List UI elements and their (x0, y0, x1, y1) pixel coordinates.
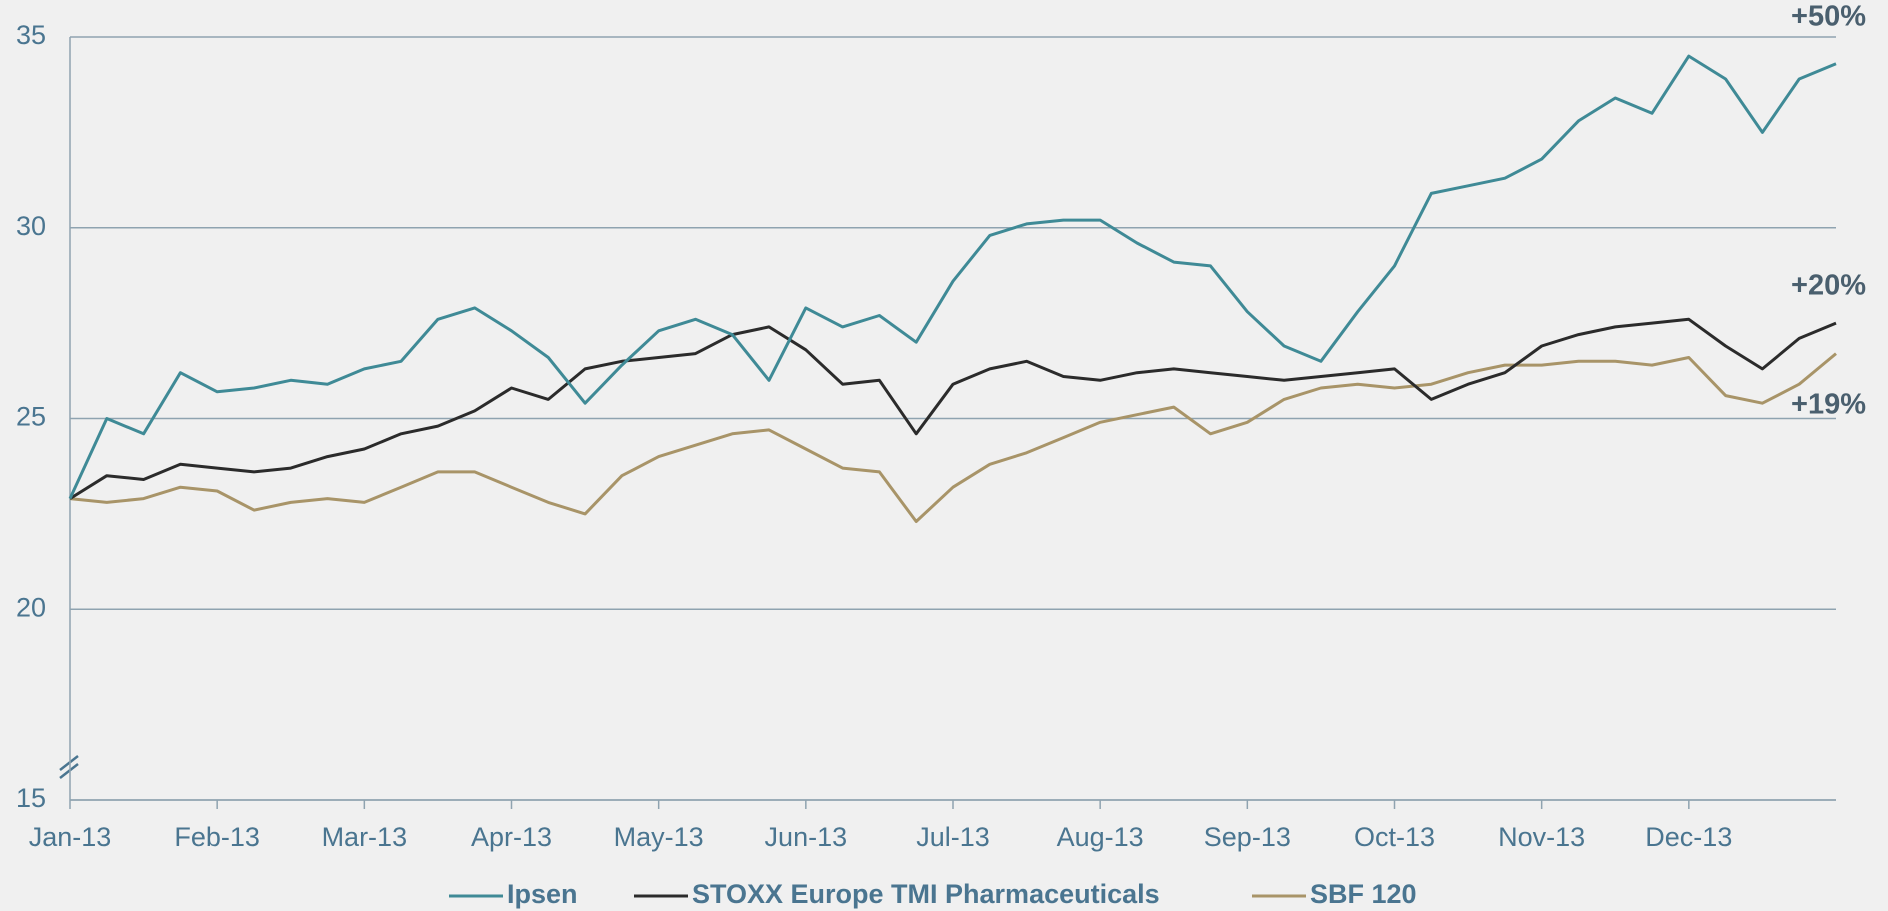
x-tick-label: Jul-13 (916, 822, 990, 852)
series-line (68, 54, 1837, 500)
x-tick-label: Mar-13 (322, 822, 408, 852)
x-tick-label: Dec-13 (1645, 822, 1732, 852)
x-tick-label: May-13 (614, 822, 704, 852)
x-tick-label: Jun-13 (765, 822, 848, 852)
annotation: +19% (1791, 389, 1866, 421)
legend-label: SBF 120 (1310, 879, 1417, 909)
annotation: +50% (1791, 1, 1866, 33)
y-tick-label: 30 (16, 211, 46, 241)
x-tick-label: Oct-13 (1354, 822, 1435, 852)
x-tick-label: Sep-13 (1204, 822, 1291, 852)
x-tick-label: Nov-13 (1498, 822, 1585, 852)
y-tick-label: 20 (16, 592, 46, 622)
series-line (69, 317, 1837, 500)
annotation: +20% (1791, 270, 1866, 302)
x-tick-label: Aug-13 (1057, 822, 1144, 852)
y-tick-label: 15 (16, 783, 46, 813)
x-tick-label: Apr-13 (471, 822, 552, 852)
axis-break (59, 755, 79, 779)
y-tick-label: 35 (16, 20, 46, 50)
series-line (69, 352, 1837, 523)
legend-label: STOXX Europe TMI Pharmaceuticals (692, 879, 1160, 909)
legend-label: Ipsen (507, 879, 578, 909)
y-tick-label: 25 (16, 402, 46, 432)
x-tick-label: Jan-13 (29, 822, 112, 852)
x-tick-label: Feb-13 (174, 822, 260, 852)
